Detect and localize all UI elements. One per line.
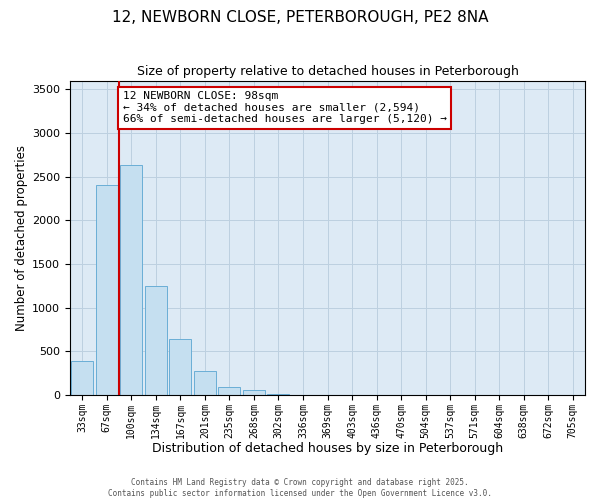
- Bar: [71, 361, 94, 395]
- Bar: [218, 386, 241, 395]
- Y-axis label: Number of detached properties: Number of detached properties: [15, 145, 28, 331]
- Title: Size of property relative to detached houses in Peterborough: Size of property relative to detached ho…: [137, 65, 518, 78]
- Text: Contains HM Land Registry data © Crown copyright and database right 2025.
Contai: Contains HM Land Registry data © Crown c…: [108, 478, 492, 498]
- Bar: [243, 390, 265, 395]
- Bar: [120, 166, 142, 395]
- Bar: [145, 286, 167, 395]
- Bar: [96, 186, 118, 395]
- X-axis label: Distribution of detached houses by size in Peterborough: Distribution of detached houses by size …: [152, 442, 503, 455]
- Bar: [194, 372, 216, 395]
- Bar: [268, 394, 289, 395]
- Text: 12 NEWBORN CLOSE: 98sqm
← 34% of detached houses are smaller (2,594)
66% of semi: 12 NEWBORN CLOSE: 98sqm ← 34% of detache…: [123, 91, 447, 124]
- Text: 12, NEWBORN CLOSE, PETERBOROUGH, PE2 8NA: 12, NEWBORN CLOSE, PETERBOROUGH, PE2 8NA: [112, 10, 488, 25]
- Bar: [169, 339, 191, 395]
